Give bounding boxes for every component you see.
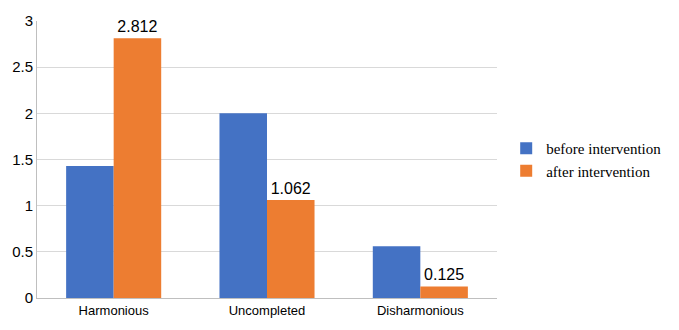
svg-text:after intervention: after intervention <box>546 164 650 180</box>
svg-text:0: 0 <box>25 289 33 306</box>
svg-text:Disharmonious: Disharmonious <box>377 303 464 318</box>
svg-text:1.5: 1.5 <box>12 151 33 168</box>
svg-text:Harmonious: Harmonious <box>79 303 150 318</box>
svg-text:2.5: 2.5 <box>12 58 33 75</box>
svg-text:Uncompleted: Uncompleted <box>229 303 306 318</box>
svg-text:2.812: 2.812 <box>117 18 157 35</box>
svg-text:before intervention: before intervention <box>546 141 661 157</box>
svg-text:0.5: 0.5 <box>12 243 33 260</box>
svg-text:1: 1 <box>25 197 33 214</box>
svg-text:1.062: 1.062 <box>271 180 311 197</box>
svg-text:0.125: 0.125 <box>424 266 464 283</box>
svg-text:2: 2 <box>25 105 33 122</box>
svg-text:3: 3 <box>25 12 33 29</box>
